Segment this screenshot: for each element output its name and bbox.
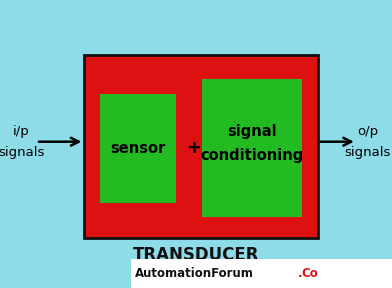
Text: signal: signal xyxy=(227,124,277,139)
Bar xyxy=(202,79,302,217)
Text: i/p: i/p xyxy=(13,124,30,138)
Text: .: . xyxy=(298,266,303,280)
Text: AutomationForum: AutomationForum xyxy=(135,266,254,280)
Bar xyxy=(131,259,392,288)
Text: o/p: o/p xyxy=(357,124,378,138)
Text: +: + xyxy=(186,139,201,157)
Text: TRANSDUCER: TRANSDUCER xyxy=(133,246,259,264)
Text: Co: Co xyxy=(301,266,318,280)
Text: signals: signals xyxy=(345,146,391,159)
Text: sensor: sensor xyxy=(111,141,165,156)
Text: signals: signals xyxy=(0,146,45,159)
Bar xyxy=(84,55,318,238)
Text: conditioning: conditioning xyxy=(200,148,304,163)
Bar xyxy=(100,94,176,203)
